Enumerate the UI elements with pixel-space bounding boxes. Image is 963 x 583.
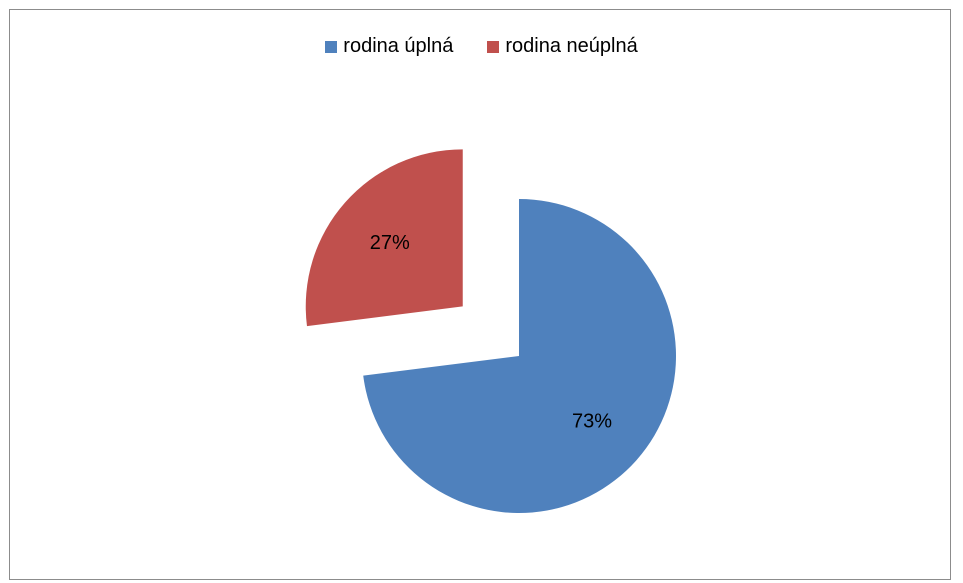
legend-swatch-rodina-neuplna <box>487 40 500 53</box>
legend: rodina úplná rodina neúplná <box>0 35 963 58</box>
legend-label-rodina-neuplna: rodina neúplná <box>505 35 638 57</box>
pie-slice-label-1: 27% <box>370 232 410 254</box>
legend-swatch-rodina-uplna <box>325 40 338 53</box>
legend-item-rodina-neuplna: rodina neúplná <box>487 35 638 58</box>
pie-slice-1 <box>305 149 463 327</box>
legend-label-rodina-uplna: rodina úplná <box>343 35 454 57</box>
legend-item-rodina-uplna: rodina úplná <box>325 35 453 58</box>
pie-slice-0 <box>363 199 677 514</box>
pie-slice-label-0: 73% <box>572 410 612 432</box>
